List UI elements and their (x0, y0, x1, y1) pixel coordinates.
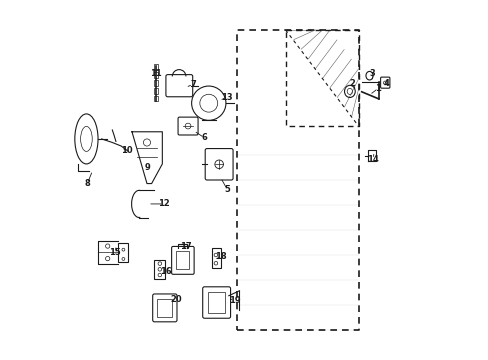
Text: 15: 15 (109, 248, 121, 257)
Bar (154, 260, 165, 279)
Text: 9: 9 (144, 163, 150, 172)
Text: 16: 16 (160, 267, 171, 276)
Text: 13: 13 (221, 93, 232, 102)
Text: 20: 20 (170, 295, 182, 304)
Text: 10: 10 (122, 146, 133, 155)
Bar (118, 243, 128, 262)
Text: 7: 7 (190, 80, 196, 89)
Bar (154, 64, 158, 70)
Bar (154, 88, 158, 94)
Bar (154, 96, 158, 102)
Text: 1: 1 (375, 84, 381, 93)
Text: 11: 11 (150, 69, 162, 78)
Bar (176, 251, 189, 269)
Bar (207, 292, 225, 313)
Text: 17: 17 (180, 242, 191, 251)
Text: 19: 19 (228, 296, 240, 305)
Text: 2: 2 (349, 79, 355, 88)
Bar (157, 298, 172, 317)
Text: 5: 5 (224, 185, 230, 194)
Bar (154, 72, 158, 78)
Text: 8: 8 (84, 179, 90, 188)
Text: 6: 6 (201, 133, 207, 142)
Text: 18: 18 (215, 252, 226, 261)
Text: 3: 3 (369, 69, 374, 78)
Text: 12: 12 (158, 199, 169, 208)
Text: 4: 4 (383, 79, 388, 88)
Text: 14: 14 (366, 155, 378, 164)
Bar (154, 80, 158, 86)
Bar (211, 248, 220, 267)
